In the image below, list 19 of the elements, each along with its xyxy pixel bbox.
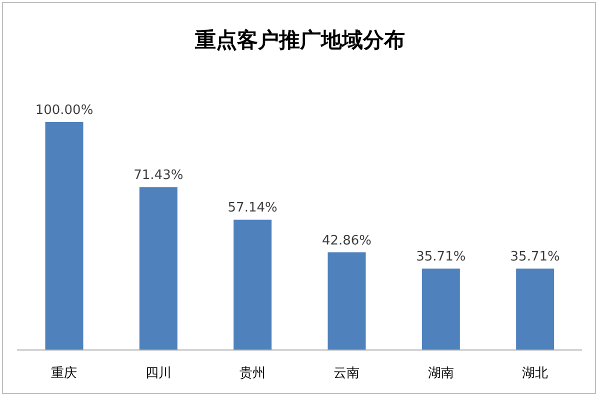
x-tick-label: 四川 [145, 366, 172, 382]
data-label: 35.71% [510, 250, 560, 265]
bar [45, 122, 84, 350]
bar [234, 220, 272, 350]
x-tick-label: 云南 [334, 366, 360, 382]
bar [139, 187, 178, 350]
chart-title: 重点客户推广地域分布 [194, 27, 406, 54]
x-tick-label: 重庆 [51, 366, 78, 382]
x-tick-label: 湖南 [428, 366, 454, 382]
data-label: 35.71% [416, 250, 466, 265]
data-label: 42.86% [322, 233, 372, 248]
data-label: 57.14% [228, 200, 278, 216]
bar [328, 252, 366, 350]
data-label: 100.00% [35, 103, 94, 118]
data-label: 71.43% [134, 168, 184, 184]
x-tick-label: 贵州 [239, 366, 266, 382]
bar [422, 268, 460, 350]
bar [516, 268, 554, 350]
x-tick-label: 湖北 [522, 366, 548, 382]
